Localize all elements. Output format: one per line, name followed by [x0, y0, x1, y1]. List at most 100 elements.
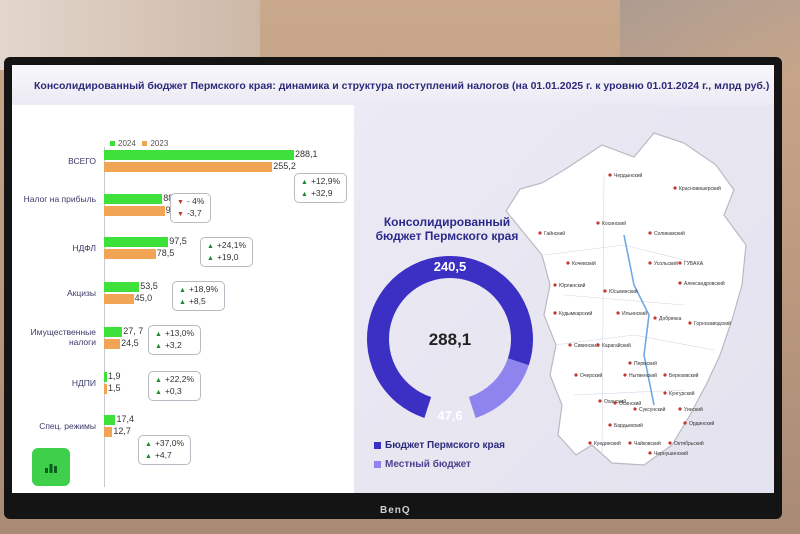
change-value: +0,3 — [164, 386, 182, 396]
change-box: ▲ +37,0% ▲ +4,7 — [138, 435, 192, 465]
district-center-marker — [648, 451, 652, 455]
legend-local: Местный бюджет — [374, 459, 471, 470]
change-value: +24,1% — [216, 240, 247, 250]
donut-segment-local — [468, 357, 529, 418]
legend-swatch-2024 — [110, 141, 115, 147]
value-label-2024: 97,5 — [169, 236, 187, 246]
arrow-up-icon: ▲ — [179, 287, 186, 294]
legend-item-2024: 2024 — [110, 139, 136, 148]
district-center-marker — [648, 231, 652, 235]
district-label: Горнозаводский — [694, 320, 731, 327]
district-label: Сивинский — [574, 342, 599, 349]
district-center-marker — [603, 289, 607, 293]
district-borders — [543, 174, 715, 456]
category-label: Акцизы — [66, 288, 96, 298]
district-label: Пермский — [634, 360, 657, 367]
arrow-up-icon: ▲ — [145, 453, 152, 460]
district-center-marker — [616, 311, 620, 315]
value-label-2024: 288,1 — [295, 149, 318, 159]
change-value: -3,7 — [186, 208, 202, 218]
district-label: Карагайский — [602, 342, 631, 349]
change-value: +4,7 — [154, 450, 172, 460]
change-line: ▼ - 4% — [177, 196, 204, 208]
value-label-2023: 78,5 — [156, 248, 175, 258]
district-label: Кунгурский — [669, 390, 695, 397]
legend-label-2024: 2024 — [118, 139, 136, 148]
district-label: Березовский — [669, 372, 699, 379]
district-label: Уинский — [684, 406, 703, 413]
district-label: Усольский — [654, 260, 678, 267]
arrow-up-icon: ▲ — [179, 299, 186, 306]
value-label-2024: 17,4 — [116, 414, 134, 424]
change-line: ▼ -3,7 — [177, 208, 204, 220]
district-center-marker — [673, 186, 677, 190]
donut-local-value: 47,6 — [437, 408, 462, 423]
change-line: ▲ +18,9% — [179, 284, 218, 296]
budget-donut-chart: 288,1 240,5 47,6 — [367, 256, 533, 423]
change-value: - 4% — [186, 196, 205, 206]
district-label: Осинский — [619, 400, 641, 407]
bar-2023 — [104, 206, 165, 216]
district-center-marker — [598, 399, 602, 403]
change-line: ▲ +4,7 — [145, 450, 184, 462]
arrow-up-icon: ▲ — [155, 389, 162, 396]
district-center-marker — [648, 261, 652, 265]
district-center-marker — [613, 401, 617, 405]
legend-regional-label: Бюджет Пермского края — [385, 440, 505, 451]
legend-item-2023: 2023 — [142, 139, 168, 148]
chart-legend: 2024 2023 — [110, 139, 168, 148]
change-value: +22,2% — [164, 374, 195, 384]
change-box: ▲ +12,9% ▲ +32,9 — [294, 173, 348, 203]
district-center-marker — [596, 343, 600, 347]
change-value: +13,0% — [164, 328, 195, 338]
district-label: Юсьвинский — [609, 288, 638, 295]
monitor-brand-logo: BenQ — [380, 505, 411, 516]
bar-2024 — [104, 372, 107, 382]
monitor-bezel: Консолидированный бюджет Пермского края:… — [4, 57, 782, 519]
arrow-down-icon: ▼ — [177, 211, 184, 218]
bar-2024 — [104, 282, 140, 292]
chart-app-button[interactable] — [32, 448, 70, 486]
district-center-marker — [678, 281, 682, 285]
district-center-marker — [663, 391, 667, 395]
district-label: Чердынский — [614, 172, 643, 179]
bar-2023 — [104, 294, 134, 304]
district-center-marker — [633, 407, 637, 411]
district-center-marker — [623, 373, 627, 377]
arrow-up-icon: ▲ — [155, 377, 162, 384]
legend-label-2023: 2023 — [150, 139, 169, 148]
arrow-up-icon: ▲ — [207, 243, 214, 250]
legend-regional-swatch — [374, 441, 381, 449]
arrow-up-icon: ▲ — [155, 343, 162, 350]
district-center-marker — [608, 423, 612, 427]
district-label: Бардымский — [614, 422, 643, 429]
arrow-down-icon: ▼ — [177, 199, 184, 206]
district-center-marker — [568, 343, 572, 347]
donut-title: Консолидированный бюджет Пермского края — [375, 215, 519, 243]
slide-title: Консолидированный бюджет Пермского края:… — [34, 80, 770, 92]
change-value: +32,9 — [310, 188, 333, 198]
value-label-2024: 1,9 — [108, 371, 121, 381]
kama-river — [623, 234, 655, 406]
district-label: Ординский — [689, 420, 715, 427]
change-box: ▲ +24,1% ▲ +19,0 — [200, 237, 254, 267]
district-label: Очерский — [580, 372, 603, 379]
district-center-marker — [683, 421, 687, 425]
district-label: Александровский — [684, 280, 725, 287]
value-label-2023: 12,7 — [113, 426, 131, 436]
bar-2024 — [104, 150, 294, 160]
arrow-up-icon: ▲ — [145, 441, 152, 448]
category-label: Налог на прибыль — [23, 194, 96, 204]
district-center-marker — [653, 316, 657, 320]
change-line: ▲ +3,2 — [155, 340, 194, 352]
bar-2024 — [104, 327, 123, 337]
district-label: Кочевский — [572, 260, 596, 267]
district-label: Гайнский — [544, 230, 565, 237]
change-line: ▲ +0,3 — [155, 386, 194, 398]
arrow-up-icon: ▲ — [155, 331, 162, 338]
value-label-2023: 45,0 — [134, 293, 153, 303]
value-label-2023: 1,5 — [108, 383, 121, 393]
district-center-marker — [574, 373, 578, 377]
change-line: ▲ +19,0 — [207, 252, 246, 264]
district-center-marker — [678, 407, 682, 411]
